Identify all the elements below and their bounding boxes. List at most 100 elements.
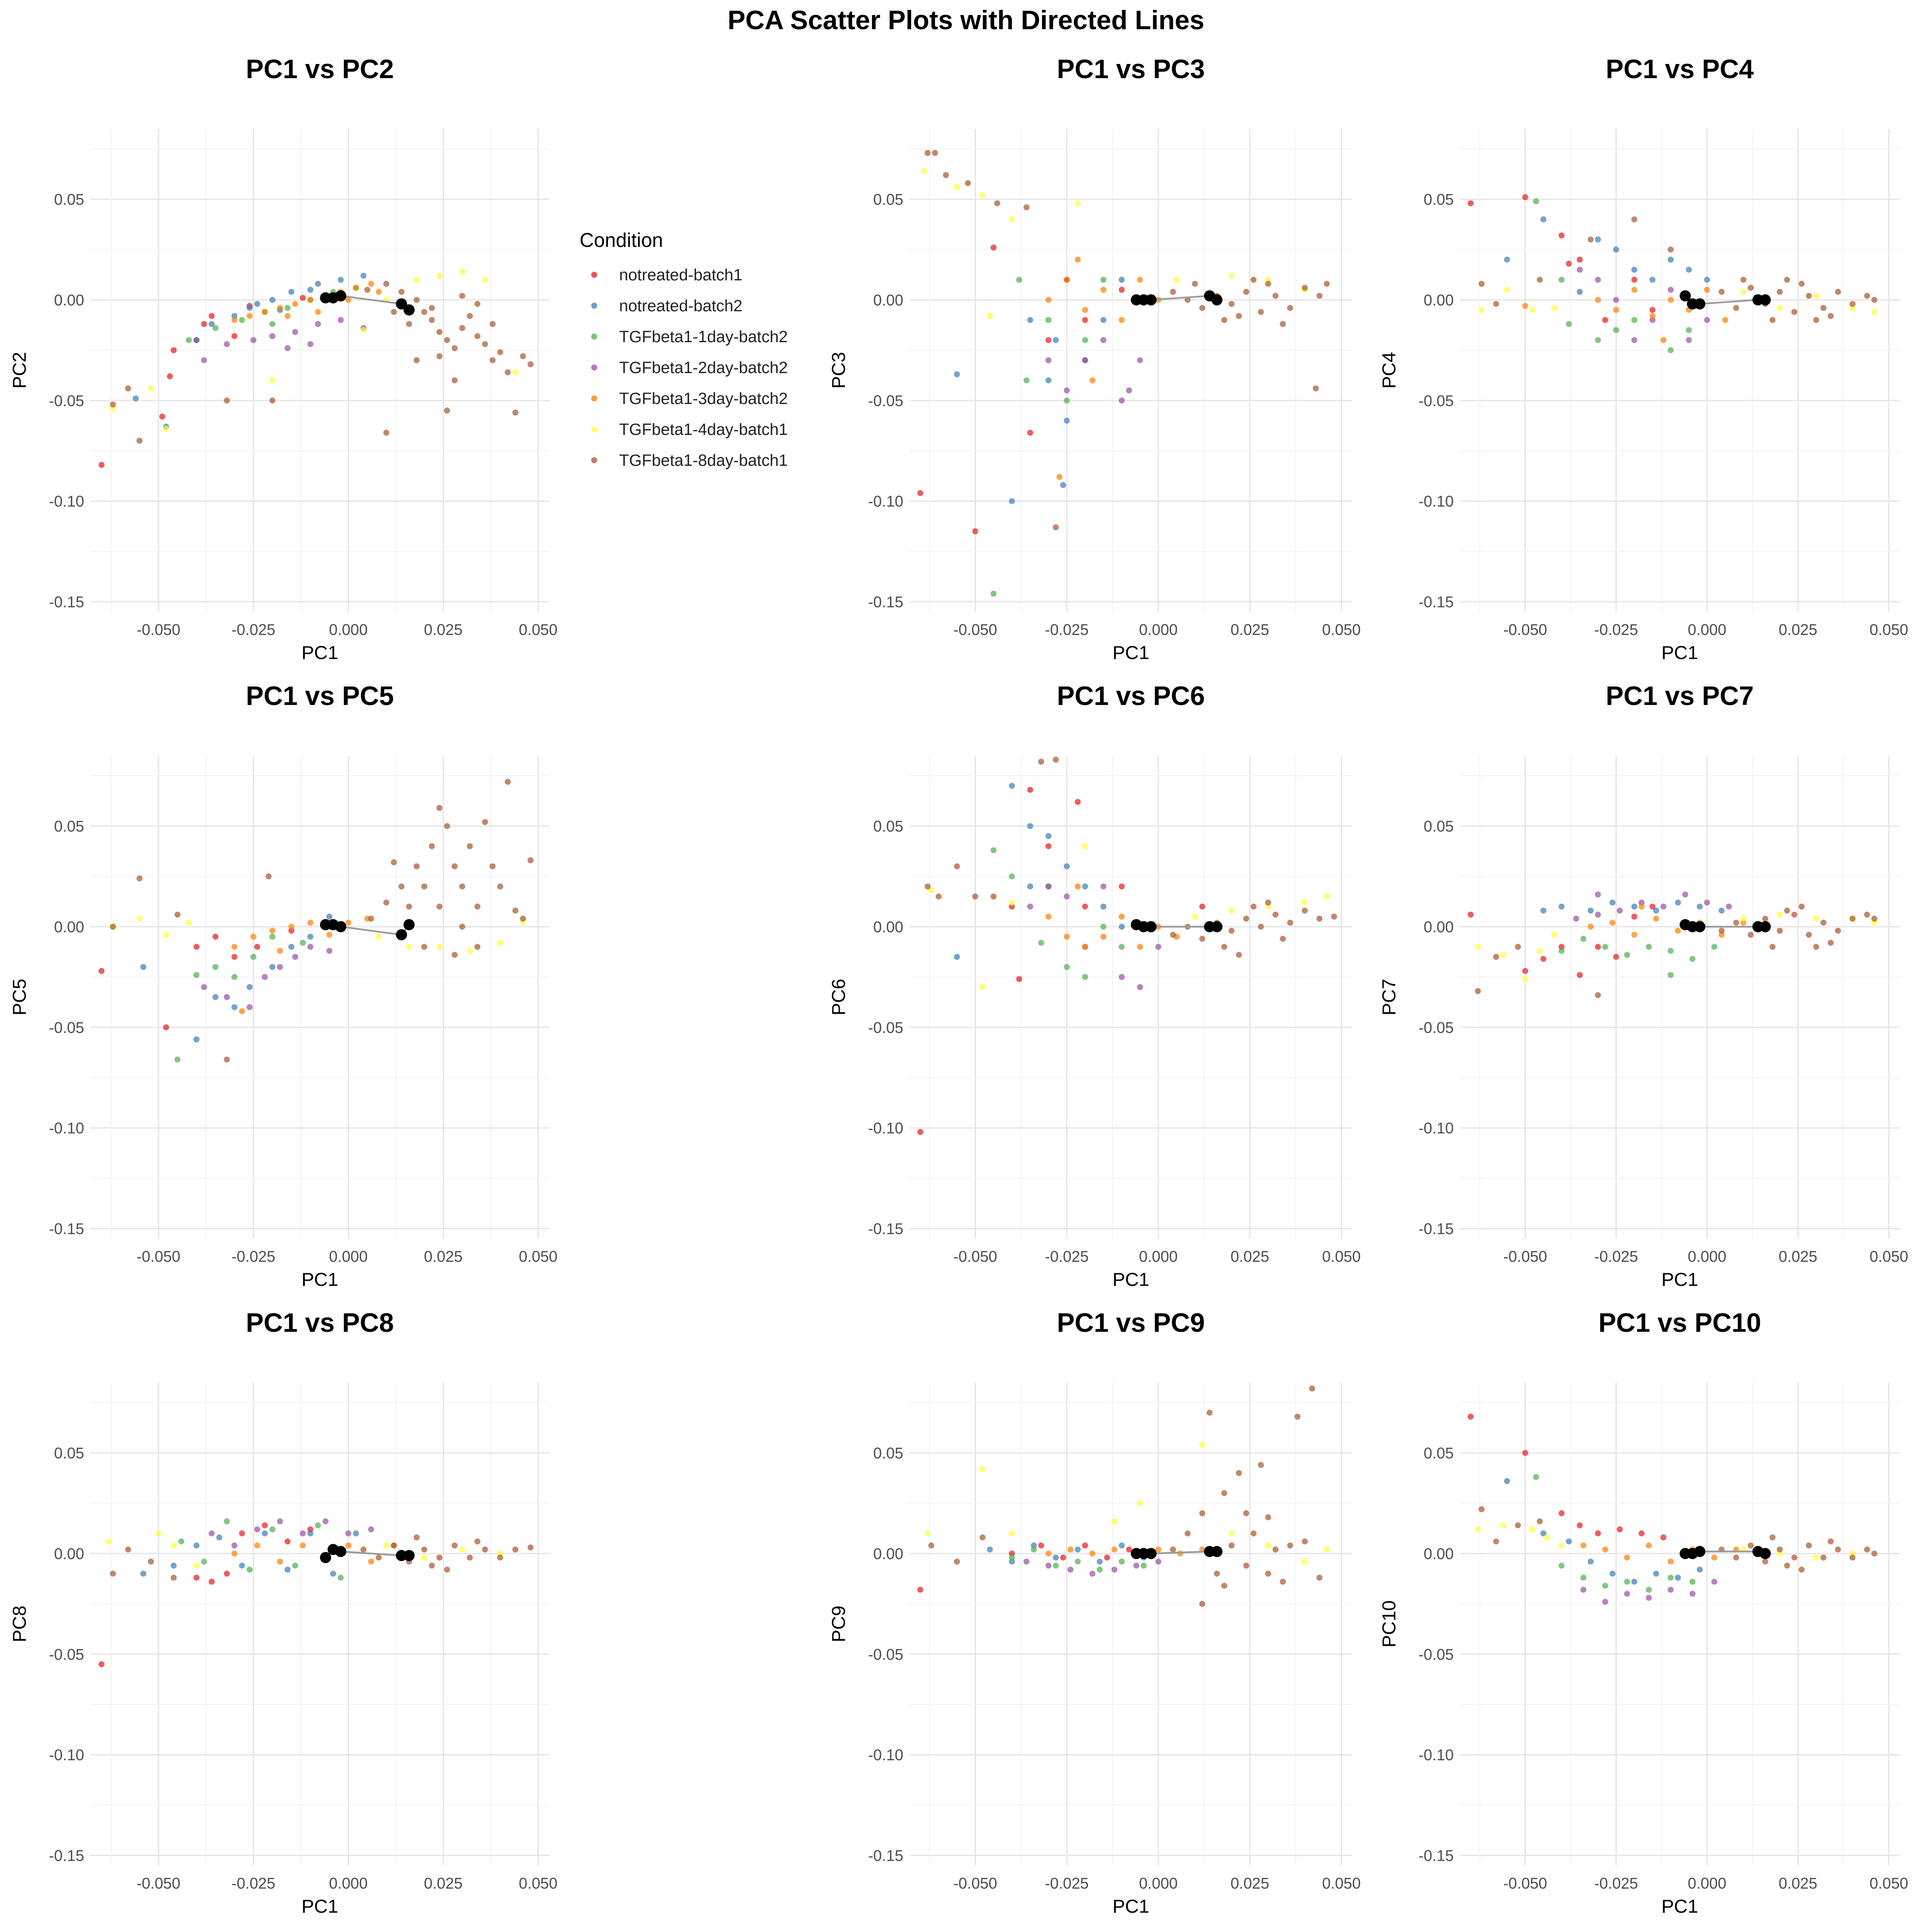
- data-point: [1595, 891, 1601, 898]
- data-point: [1613, 246, 1619, 253]
- data-point: [391, 309, 397, 315]
- data-point: [269, 1526, 276, 1533]
- panel-title: PC1 vs PC3: [1057, 55, 1205, 84]
- data-point: [1170, 1546, 1176, 1553]
- data-point: [482, 819, 488, 825]
- x-tick-label: 0.050: [1322, 621, 1361, 638]
- data-point: [231, 1004, 238, 1010]
- data-point: [1038, 1542, 1045, 1549]
- data-point: [269, 927, 276, 934]
- data-point: [1063, 933, 1070, 940]
- data-point: [307, 297, 313, 303]
- directed-line: [1130, 1546, 1223, 1559]
- data-point: [98, 1661, 105, 1668]
- data-point: [1137, 944, 1143, 950]
- data-point: [1097, 1566, 1103, 1573]
- x-tick-label: 0.025: [1230, 1874, 1269, 1892]
- data-point: [1075, 883, 1081, 890]
- data-point: [1082, 903, 1088, 910]
- data-point: [1100, 883, 1107, 890]
- data-point: [1668, 972, 1674, 978]
- data-point: [1740, 276, 1747, 283]
- legend-swatch: [591, 365, 597, 371]
- data-point: [1602, 944, 1608, 950]
- data-point: [1798, 280, 1805, 287]
- data-point: [451, 863, 458, 869]
- data-point: [1316, 1574, 1323, 1581]
- y-axis-label: PC9: [828, 1606, 849, 1643]
- data-point: [1258, 1462, 1264, 1468]
- panel-pc10: PC1 vs PC10 -0.050 -0.025 0.000 0.025 0.050 -0…: [1379, 1308, 1908, 1917]
- y-tick-label: -0.05: [49, 392, 84, 410]
- data-point: [1668, 948, 1674, 954]
- data-point: [398, 883, 405, 890]
- data-point: [193, 944, 200, 950]
- scatter-panels: PC1 vs PC2 -0.050 -0.025 0.000 0.025 0.050 -0.…: [9, 55, 1908, 1917]
- series-6: [1478, 216, 1877, 323]
- data-point: [1725, 903, 1732, 910]
- data-point: [1475, 1526, 1481, 1533]
- data-point: [489, 357, 496, 364]
- data-point: [428, 1562, 435, 1569]
- x-tick-label: 0.050: [519, 621, 557, 638]
- data-point: [954, 1558, 960, 1565]
- data-point: [1668, 297, 1674, 303]
- y-axis-label: PC10: [1379, 1600, 1400, 1647]
- x-tick-label: 0.000: [1688, 621, 1726, 638]
- x-tick-label: -0.050: [953, 621, 997, 638]
- panel-title: PC1 vs PC2: [246, 55, 394, 84]
- data-point: [106, 1538, 112, 1545]
- centroid-point: [403, 919, 415, 930]
- data-point: [1467, 911, 1474, 918]
- data-point: [224, 994, 230, 1000]
- data-point: [110, 1571, 116, 1577]
- data-point: [1653, 907, 1659, 914]
- data-point: [1038, 759, 1045, 765]
- data-point: [520, 915, 526, 922]
- data-point: [1631, 337, 1637, 343]
- x-tick-label: -0.025: [1045, 1874, 1089, 1892]
- data-point: [1082, 357, 1088, 364]
- data-point: [170, 1574, 177, 1581]
- data-point: [965, 180, 971, 186]
- data-point: [288, 923, 295, 930]
- y-tick-label: -0.10: [868, 492, 903, 510]
- data-point: [1533, 1474, 1539, 1480]
- data-point: [300, 295, 306, 301]
- data-point: [1864, 911, 1870, 918]
- data-point: [979, 984, 986, 990]
- series-1: [954, 276, 1125, 504]
- data-point: [1515, 944, 1521, 950]
- x-tick-label: -0.025: [1594, 1248, 1638, 1265]
- data-point: [1849, 1554, 1856, 1561]
- data-point: [353, 1530, 359, 1537]
- data-point: [1689, 1579, 1696, 1585]
- data-point: [1243, 289, 1249, 295]
- data-point: [1016, 976, 1022, 982]
- directed-line: [1130, 919, 1223, 933]
- data-point: [1544, 1534, 1550, 1540]
- data-point: [1537, 1518, 1543, 1525]
- series-2: [990, 276, 1107, 597]
- x-tick-label: -0.025: [1045, 621, 1089, 638]
- data-point: [326, 914, 333, 920]
- data-point: [1747, 1542, 1754, 1549]
- data-point: [1798, 1566, 1805, 1573]
- y-axis-label: PC7: [1379, 979, 1400, 1016]
- data-point: [1199, 1601, 1206, 1607]
- data-point: [1769, 317, 1776, 323]
- data-point: [353, 285, 359, 291]
- data-point: [1192, 914, 1198, 920]
- data-point: [254, 301, 261, 307]
- data-point: [383, 899, 389, 906]
- data-point: [1668, 256, 1674, 263]
- data-point: [1199, 936, 1206, 942]
- data-point: [1769, 944, 1776, 950]
- data-point: [277, 964, 283, 970]
- data-point: [98, 462, 105, 468]
- data-point: [185, 920, 192, 926]
- data-point: [1100, 317, 1107, 323]
- data-point: [1221, 317, 1227, 323]
- legend-item: TGFbeta1-3day-batch2: [591, 390, 788, 408]
- data-point: [178, 1538, 185, 1545]
